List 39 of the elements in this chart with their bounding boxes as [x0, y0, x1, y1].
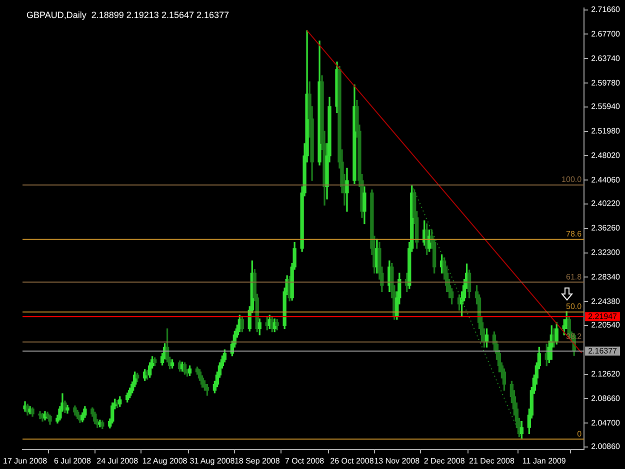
y-tick-label: 2.32300 [591, 248, 621, 257]
x-tick-label: 13 Nov 2008 [374, 456, 420, 466]
x-tick-label: 12 Aug 2008 [142, 456, 188, 466]
annotation: 0 [577, 429, 582, 438]
ref-line-label: 2.21947 [588, 312, 618, 321]
x-tick-label: 26 Oct 2008 [330, 456, 374, 466]
x-tick-label: 2 Dec 2008 [424, 456, 466, 466]
ref-line-label: 2.16377 [588, 346, 618, 356]
x-tick-label: 11 Jan 2009 [522, 456, 566, 466]
y-tick-label: 2.44060 [591, 175, 621, 184]
y-tick-label: 2.04700 [591, 418, 621, 428]
y-tick-label: 2.63740 [591, 54, 621, 63]
annotation: 78.6 [566, 230, 582, 239]
x-tick-label: 18 Sep 2008 [234, 456, 280, 466]
y-tick-label: 2.40220 [591, 199, 621, 208]
x-tick-label: 24 Jul 2008 [96, 456, 139, 466]
annotation: 100.0 [562, 175, 582, 184]
x-tick-label: 21 Dec 2008 [469, 456, 515, 466]
y-tick-label: 2.51980 [591, 126, 621, 136]
y-tick-label: 2.28340 [591, 272, 621, 282]
x-tick-label: 7 Oct 2008 [284, 456, 325, 466]
y-tick-label: 2.67700 [591, 29, 621, 38]
y-tick-label: 2.00860 [591, 442, 621, 452]
x-tick-label: 31 Aug 2008 [190, 456, 236, 466]
annotation: 50.0 [566, 302, 582, 312]
y-tick-label: 2.08660 [591, 394, 621, 403]
y-tick-label: 2.24380 [591, 296, 621, 306]
y-tick-label: 2.55940 [591, 102, 621, 112]
annotation: 61.8 [566, 272, 582, 282]
y-tick-label: 2.48020 [591, 150, 621, 160]
annotation: 38.2 [566, 332, 582, 342]
y-tick-label: 2.36260 [591, 224, 621, 233]
y-tick-label: 2.20540 [591, 320, 621, 330]
x-tick-label: 17 Jun 2008 [3, 456, 48, 466]
x-tick-label: 6 Jul 2008 [54, 456, 92, 466]
y-tick-label: 2.59780 [591, 78, 621, 88]
y-tick-label: 2.71660 [591, 4, 621, 14]
y-tick-label: 2.12620 [591, 369, 621, 378]
chart-title: GBPAUD,Daily 2.18899 2.19213 2.15647 2.16377 [26, 10, 230, 20]
